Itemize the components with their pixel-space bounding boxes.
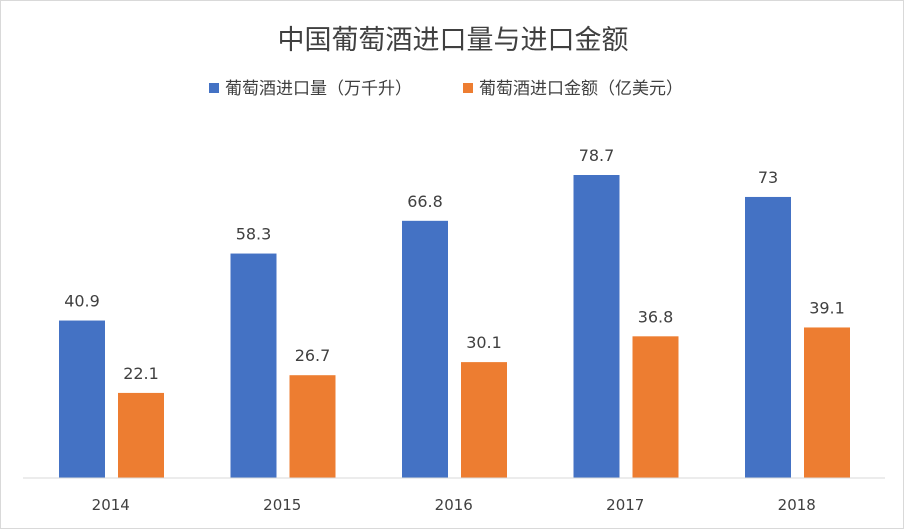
value-label-import-value-2015: 26.7	[295, 346, 331, 365]
legend-label-import-value: 葡萄酒进口金额（亿美元）	[479, 79, 683, 99]
category-label-2018: 2018	[778, 496, 816, 514]
value-label-import-volume-2014: 40.9	[64, 292, 100, 311]
legend-label-import-volume: 葡萄酒进口量（万千升）	[225, 79, 412, 99]
category-label-2016: 2016	[435, 496, 473, 514]
bar-import-value-2018	[804, 327, 850, 478]
chart-title: 中国葡萄酒进口量与进口金额	[278, 25, 629, 56]
value-label-import-volume-2016: 66.8	[407, 192, 443, 211]
bar-import-value-2016	[461, 362, 507, 478]
category-label-2015: 2015	[263, 496, 301, 514]
category-label-2017: 2017	[606, 496, 644, 514]
bar-import-volume-2017	[573, 175, 620, 478]
value-label-import-value-2014: 22.1	[123, 364, 159, 383]
bar-import-value-2014	[118, 392, 164, 478]
bar-import-volume-2016	[402, 220, 448, 478]
category-label-2014: 2014	[92, 496, 130, 514]
bars-group	[59, 175, 850, 478]
value-labels-group: 40.9 22.1 58.3 26.7 66.8 30.1 78.7 36.8 73 39.1	[64, 146, 845, 383]
value-label-import-volume-2015: 58.3	[236, 225, 272, 244]
legend-swatch-import-value	[463, 83, 473, 93]
bar-import-value-2015	[289, 375, 336, 478]
bar-import-volume-2014	[59, 320, 105, 478]
value-label-import-volume-2017: 78.7	[579, 146, 615, 165]
category-labels-group: 2014 2015 2016 2017 2018	[92, 496, 816, 514]
bar-import-volume-2018	[745, 196, 791, 478]
value-label-import-volume-2018: 73	[758, 168, 778, 187]
bar-import-volume-2015	[230, 253, 277, 478]
value-label-import-value-2018: 39.1	[809, 298, 845, 317]
legend-swatch-import-volume	[209, 83, 219, 93]
value-label-import-value-2017: 36.8	[638, 307, 674, 326]
value-label-import-value-2016: 30.1	[466, 333, 502, 352]
bar-import-value-2017	[632, 336, 679, 478]
legend: 葡萄酒进口量（万千升） 葡萄酒进口金额（亿美元）	[209, 79, 683, 99]
